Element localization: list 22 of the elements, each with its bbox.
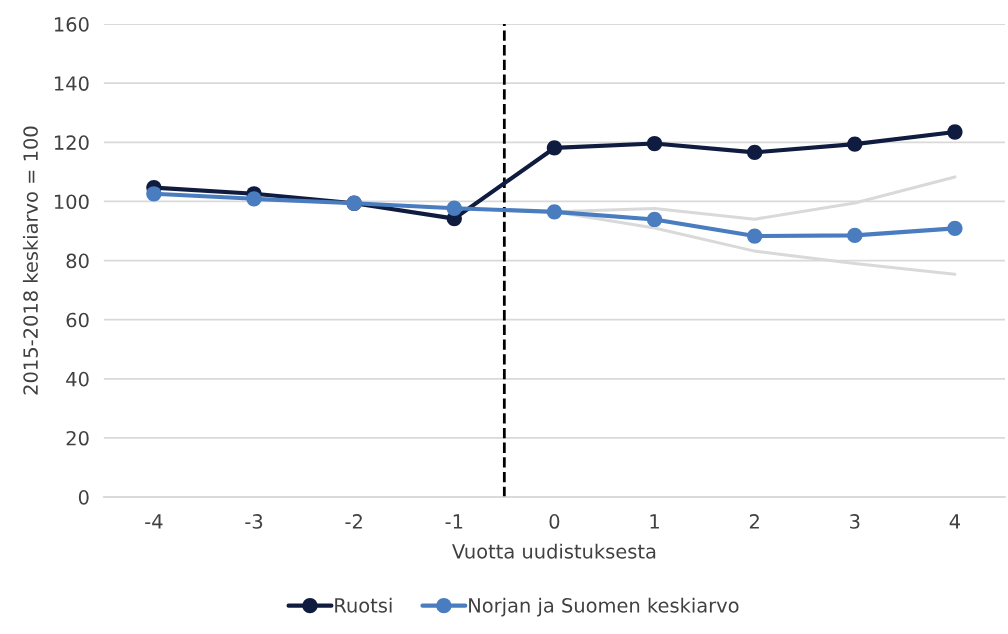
x-tick-label: 1 [650, 514, 659, 529]
y-axis-title: 2015-2018 keskiarvo = 100 [22, 126, 38, 395]
y-tick-label: 140 [54, 76, 89, 91]
x-tick-label: 3 [850, 514, 860, 529]
x-tick-label: 4 [949, 514, 961, 529]
legend-label: Norjan ja Suomen keskiarvo [469, 597, 739, 617]
y-tick-label: 0 [78, 490, 89, 505]
x-tick-label: 2 [749, 514, 759, 529]
y-tick-label: 160 [54, 17, 89, 32]
y-tick-label: 120 [54, 135, 89, 150]
x-tick-label: -3 [245, 514, 263, 529]
x-axis-title: Vuotta uudistuksesta [452, 543, 656, 559]
y-tick-label: 20 [66, 430, 89, 446]
legend-label: Ruotsi [335, 597, 392, 613]
y-tick-label: 60 [66, 312, 89, 328]
y-tick-label: 100 [54, 194, 89, 210]
y-tick-label: 80 [66, 253, 89, 269]
x-tick-label: -1 [445, 514, 463, 529]
x-tick-label: -4 [145, 514, 163, 529]
x-tick-label: -2 [345, 514, 362, 529]
x-tick-label: 0 [549, 514, 560, 529]
y-tick-label: 40 [66, 371, 89, 387]
